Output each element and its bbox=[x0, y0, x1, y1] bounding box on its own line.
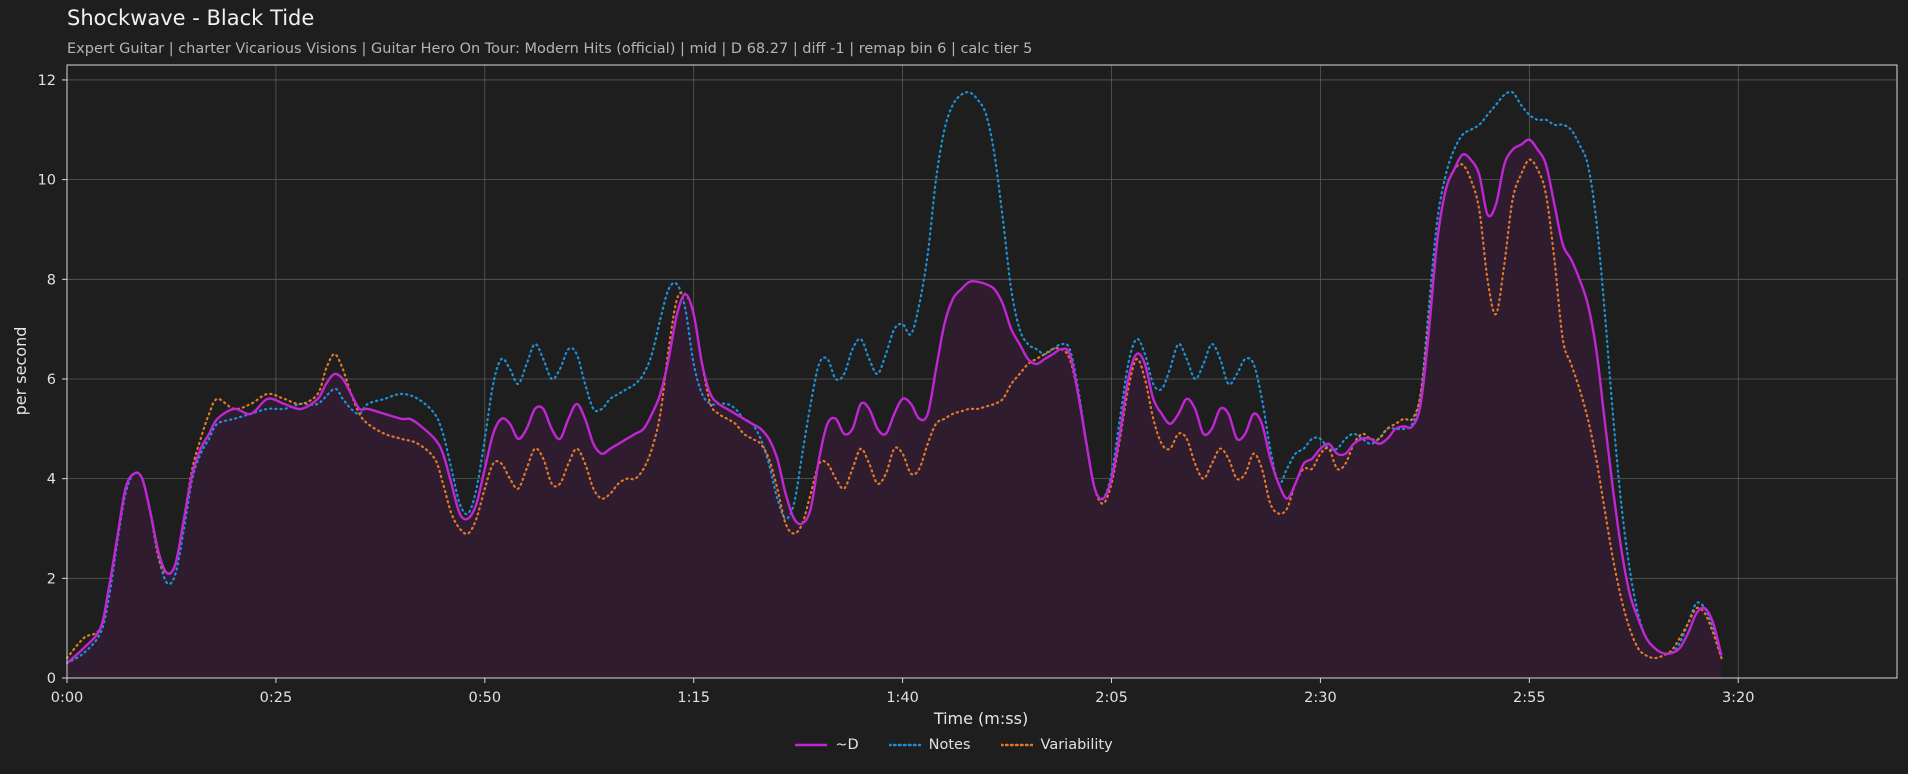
legend-label-d: ~D bbox=[835, 737, 859, 753]
y-tick-label: 10 bbox=[38, 173, 56, 189]
x-axis-ticks: 0:00 0:25 0:50 1:15 1:40 2:05 2:30 2:55 3:20 bbox=[51, 678, 1755, 706]
x-tick-label: 2:05 bbox=[1095, 690, 1128, 706]
legend-item-notes: Notes bbox=[888, 737, 971, 753]
x-tick-label: 1:15 bbox=[677, 690, 710, 706]
x-tick-label: 2:30 bbox=[1304, 690, 1337, 706]
x-tick-label: 3:20 bbox=[1722, 690, 1755, 706]
legend-item-d: ~D bbox=[795, 737, 859, 753]
y-axis-ticks: 0 2 4 6 8 10 12 bbox=[38, 73, 67, 687]
chart-subtitle: Expert Guitar | charter Vicarious Vision… bbox=[67, 41, 1033, 57]
legend-label-notes: Notes bbox=[928, 737, 971, 753]
y-axis-label: per second bbox=[11, 327, 30, 416]
series-variability-line bbox=[65, 158, 1723, 660]
y-tick-label: 8 bbox=[47, 272, 56, 288]
y-tick-label: 2 bbox=[47, 571, 56, 587]
legend-label-variability: Variability bbox=[1040, 737, 1113, 753]
x-tick-label: 0:00 bbox=[51, 690, 84, 706]
plot-frame bbox=[66, 64, 1898, 679]
legend: ~D Notes Variability bbox=[0, 737, 1908, 753]
x-tick-label: 1:40 bbox=[886, 690, 919, 706]
series-layer bbox=[65, 90, 1723, 665]
x-tick-label: 0:25 bbox=[260, 690, 293, 706]
y-tick-label: 0 bbox=[47, 671, 56, 687]
legend-swatch-d bbox=[795, 743, 828, 747]
series-notes-line bbox=[65, 90, 1723, 665]
y-tick-label: 4 bbox=[47, 472, 56, 488]
fill-area-layer bbox=[67, 139, 1722, 678]
y-tick-label: 6 bbox=[47, 372, 56, 388]
chart-title: Shockwave - Black Tide bbox=[67, 6, 315, 30]
legend-swatch-notes bbox=[888, 743, 921, 747]
x-tick-label: 2:55 bbox=[1513, 690, 1546, 706]
legend-item-variability: Variability bbox=[1000, 737, 1113, 753]
legend-swatch-variability bbox=[1000, 743, 1033, 747]
x-tick-label: 0:50 bbox=[469, 690, 502, 706]
series-d-line bbox=[66, 138, 1723, 664]
y-tick-label: 12 bbox=[38, 73, 56, 89]
series-d-fill-area bbox=[67, 139, 1722, 678]
x-axis-label: Time (m:ss) bbox=[933, 709, 1028, 728]
